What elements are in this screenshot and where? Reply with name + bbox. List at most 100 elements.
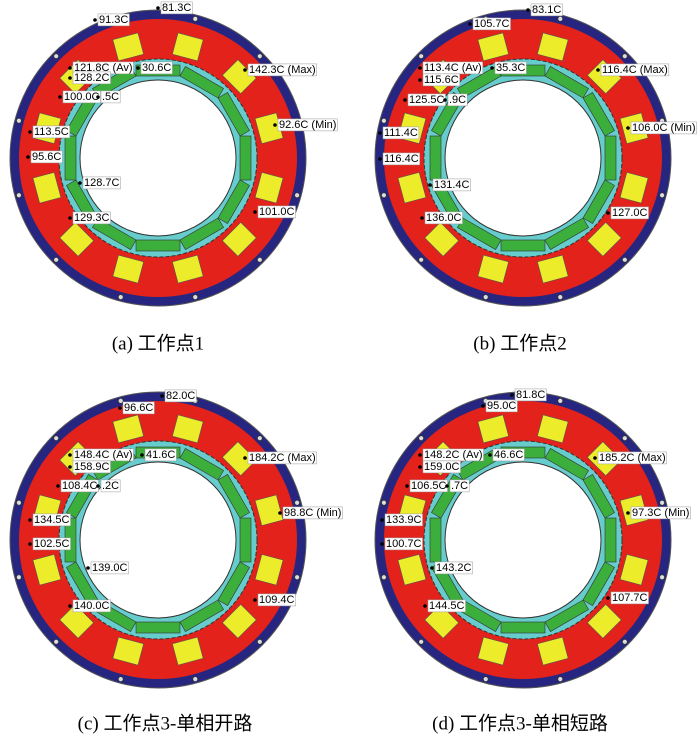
temp-value: 134.5C	[34, 514, 70, 526]
probe-dot	[68, 465, 72, 469]
temp-value: 136.0C	[426, 212, 462, 224]
label-box	[422, 73, 460, 87]
label-box	[382, 152, 420, 166]
label-box	[427, 599, 466, 613]
probe-dot	[140, 453, 144, 457]
probe-dot	[136, 66, 140, 70]
winding	[424, 221, 460, 257]
temp-value: 113.5C	[34, 126, 69, 138]
temp-value: 95.0C	[487, 400, 516, 412]
temp-label: 128.7C	[78, 176, 121, 190]
temp-value: .5C	[102, 91, 119, 103]
temp-value: 128.2C	[74, 72, 110, 84]
temp-label: 96.6C	[118, 401, 155, 415]
temp-value: 81.8C	[516, 389, 545, 401]
probe-dot	[380, 542, 384, 546]
label-box	[597, 451, 667, 465]
winding	[221, 221, 257, 257]
winding	[536, 254, 569, 284]
probe-dot	[510, 393, 514, 397]
label-box	[247, 451, 317, 465]
bolt	[294, 192, 300, 199]
temp-label: 92.6C (Min)	[273, 118, 338, 132]
label-box	[630, 121, 697, 135]
label-box	[164, 389, 197, 403]
bolt	[418, 435, 425, 442]
bolt	[294, 499, 300, 506]
bolt	[256, 256, 263, 263]
probe-dot	[626, 511, 630, 515]
probe-dot	[490, 66, 494, 70]
temp-value: 127.0C	[612, 207, 648, 219]
label-box	[630, 506, 691, 520]
temp-value: 116.4C	[384, 153, 419, 165]
temp-label: 113.4C (Av)	[418, 61, 483, 75]
bolt	[53, 435, 60, 442]
label-box	[32, 513, 71, 527]
probe-dot	[156, 6, 160, 10]
bolt	[418, 53, 425, 60]
label-box	[600, 63, 670, 77]
winding	[397, 171, 427, 204]
probe-dot	[56, 484, 60, 488]
probe-dot	[68, 76, 72, 80]
rotor-magnet	[135, 621, 181, 634]
bolt	[117, 398, 124, 404]
winding	[221, 441, 257, 477]
winding	[32, 553, 62, 586]
temp-label: 148.4C (Av)	[68, 448, 134, 462]
temp-value: 125.5C	[409, 94, 445, 106]
temp-value: 81.3C	[162, 2, 191, 14]
bolt	[256, 435, 263, 442]
temp-value: 131.4C	[434, 179, 470, 191]
label-box	[494, 61, 527, 75]
rotor-magnet	[64, 135, 77, 181]
bolt	[418, 638, 425, 645]
probe-dot	[405, 484, 409, 488]
label-box	[447, 93, 468, 107]
bolt	[659, 192, 665, 199]
bolt	[192, 16, 199, 22]
probe-dot	[481, 404, 485, 408]
temp-value: 128.7C	[84, 177, 120, 189]
winding	[619, 171, 649, 204]
label-box	[610, 206, 649, 220]
label-box	[449, 479, 470, 493]
temp-value: 97.3C (Min)	[632, 507, 689, 519]
temp-value: 116.4C (Max)	[602, 64, 668, 76]
probe-dot	[58, 95, 62, 99]
bolt	[557, 16, 564, 22]
temp-label: 91.3C	[93, 13, 130, 27]
temp-value: 96.6C	[124, 402, 153, 414]
temp-label: 100.7C	[380, 537, 423, 551]
temp-label: 133.9C	[380, 513, 423, 527]
winding	[171, 636, 204, 666]
bolt	[621, 435, 628, 442]
rotor-magnet	[239, 135, 252, 181]
probe-dot	[28, 518, 32, 522]
winding	[536, 32, 569, 62]
rotor-magnet	[239, 517, 252, 563]
bolt	[117, 676, 124, 682]
probe-dot	[420, 216, 424, 220]
shaft-bore	[79, 79, 237, 237]
bolt	[381, 499, 387, 506]
label-box	[610, 591, 649, 605]
temp-value: 158.9C	[74, 461, 110, 473]
temp-value: 133.9C	[386, 514, 422, 526]
bolt	[256, 53, 263, 60]
probe-dot	[96, 95, 100, 99]
temp-value: 100.0C	[64, 91, 100, 103]
temp-label: 136.0C	[420, 211, 463, 225]
temp-value: 140.0C	[74, 600, 110, 612]
bolt	[16, 192, 22, 199]
temp-value: 107.7C	[612, 592, 648, 604]
label-box	[82, 176, 121, 190]
probe-dot	[418, 453, 422, 457]
temp-value: 35.3C	[496, 62, 525, 74]
temp-label: 98.8C (Min)	[278, 506, 343, 520]
bolt	[557, 294, 564, 300]
temp-label: 30.6C	[136, 61, 173, 75]
winding	[112, 254, 145, 284]
temp-value: 113.4C (Av)	[424, 62, 482, 74]
